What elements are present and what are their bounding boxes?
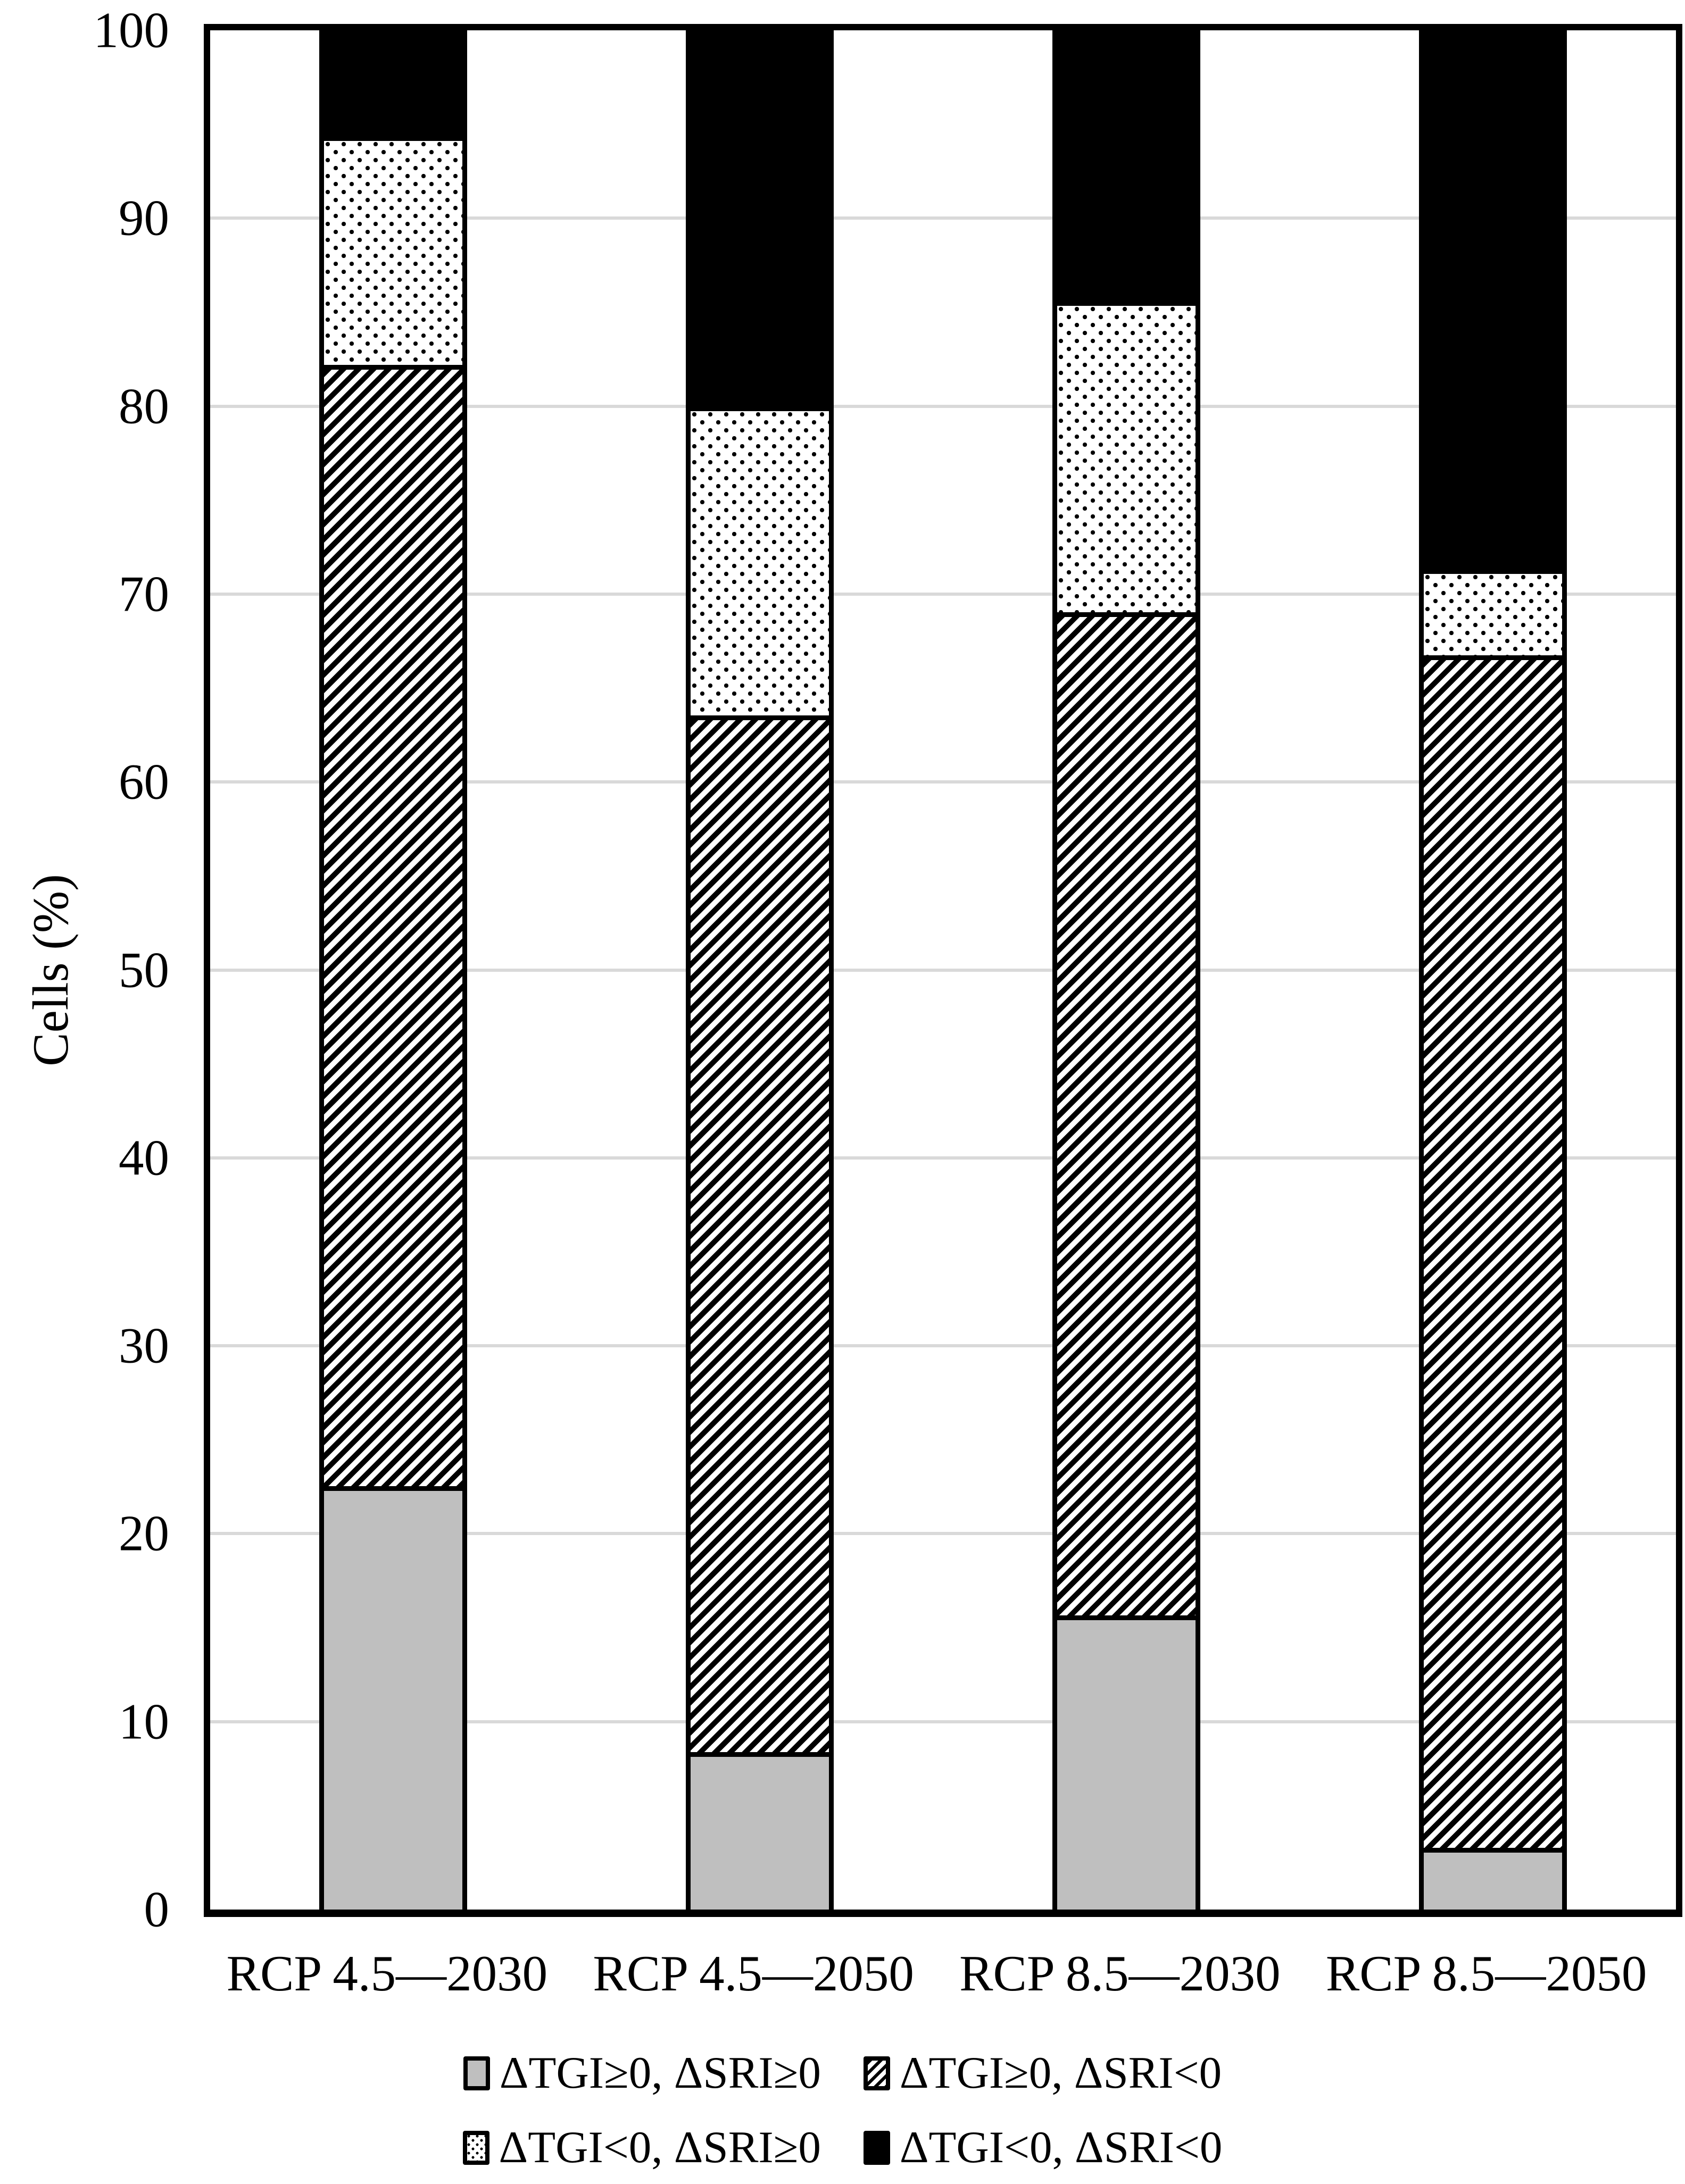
legend-item: ΔTGI≥0, ΔSRI<0 — [863, 2048, 1222, 2098]
x-axis-category-label: RCP 4.5—2030 — [226, 1945, 548, 2002]
y-axis-tick-label-90: 90 — [119, 189, 169, 246]
bar-segment-solid-gray — [1057, 1615, 1196, 1910]
bar-segment-solid-gray — [691, 1752, 829, 1910]
legend-swatch-diagonal-hatch-icon — [863, 2056, 890, 2090]
bar-segment-diagonal-hatch — [1423, 655, 1562, 1848]
legend-item-label: ΔTGI≥0, ΔSRI≥0 — [499, 2048, 821, 2098]
x-axis-category-label: RCP 8.5—2050 — [1325, 1945, 1647, 2002]
gridline-80 — [210, 404, 1676, 408]
y-axis-tick-label-80: 80 — [119, 378, 169, 435]
gridline-50 — [210, 968, 1676, 972]
gridline-30 — [210, 1344, 1676, 1348]
y-axis-tick-labels: 0 10 20 30 40 50 60 70 80 90 100 — [0, 5, 170, 1935]
y-axis-tick-label-70: 70 — [119, 565, 169, 622]
y-axis-tick-label-30: 30 — [119, 1317, 169, 1374]
legend-swatch-solid-black-icon — [863, 2131, 890, 2165]
legend-swatch-dotted-icon — [462, 2131, 489, 2165]
x-axis-category-labels: RCP 4.5—2030 RCP 4.5—2050 RCP 8.5—2030 RCP … — [204, 1939, 1682, 2008]
gridline-90 — [210, 216, 1676, 220]
bar-RCP 8.5—2050 — [1418, 30, 1567, 1910]
x-axis-category-label: RCP 8.5—2030 — [959, 1945, 1281, 2002]
bar-segment-solid-black — [691, 35, 829, 406]
bar-segment-dotted — [1423, 569, 1562, 656]
y-axis-tick-label-100: 100 — [93, 2, 170, 59]
y-axis-tick-label-40: 40 — [119, 1129, 169, 1186]
gridline-10 — [210, 1720, 1676, 1723]
legend-item: ΔTGI≥0, ΔSRI≥0 — [463, 2048, 821, 2098]
legend-item: ΔTGI<0, ΔSRI≥0 — [462, 2122, 821, 2173]
plot-area — [204, 24, 1682, 1917]
y-axis-tick-label-10: 10 — [119, 1693, 169, 1750]
legend-item-label: ΔTGI<0, ΔSRI<0 — [899, 2122, 1223, 2173]
bar-segment-dotted — [324, 136, 463, 365]
bar-RCP 8.5—2030 — [1052, 30, 1200, 1910]
bar-segment-solid-black — [1057, 35, 1196, 302]
y-axis-tick-label-0: 0 — [144, 1881, 170, 1938]
gridline-60 — [210, 780, 1676, 784]
gridline-40 — [210, 1156, 1676, 1160]
bar-segment-dotted — [691, 406, 829, 716]
bar-segment-solid-gray — [324, 1486, 463, 1910]
bar-segment-solid-black — [1423, 35, 1562, 570]
gridline-70 — [210, 592, 1676, 596]
legend-swatch-solid-gray-icon — [463, 2056, 490, 2090]
y-axis-tick-label-20: 20 — [119, 1505, 169, 1562]
bar-segment-solid-gray — [1423, 1847, 1562, 1910]
bar-segment-dotted — [1057, 301, 1196, 613]
bar-segment-diagonal-hatch — [1057, 612, 1196, 1615]
x-axis-category-label: RCP 4.5—2050 — [593, 1945, 914, 2002]
legend-row-2: ΔTGI<0, ΔSRI≥0 ΔTGI<0, ΔSRI<0 — [0, 2116, 1685, 2180]
legend-item-label: ΔTGI≥0, ΔSRI<0 — [899, 2048, 1222, 2098]
bar-segment-diagonal-hatch — [691, 715, 829, 1752]
legend-item-label: ΔTGI<0, ΔSRI≥0 — [499, 2122, 821, 2173]
bar-segment-diagonal-hatch — [324, 365, 463, 1486]
bar-RCP 4.5—2030 — [319, 30, 468, 1910]
gridline-20 — [210, 1532, 1676, 1536]
bar-RCP 4.5—2050 — [686, 30, 834, 1910]
bar-segment-solid-black — [324, 35, 463, 137]
legend-row-1: ΔTGI≥0, ΔSRI≥0 ΔTGI≥0, ΔSRI<0 — [0, 2041, 1685, 2105]
y-axis-tick-label-50: 50 — [119, 941, 169, 998]
y-axis-tick-label-60: 60 — [119, 753, 169, 810]
legend-item: ΔTGI<0, ΔSRI<0 — [863, 2122, 1223, 2173]
